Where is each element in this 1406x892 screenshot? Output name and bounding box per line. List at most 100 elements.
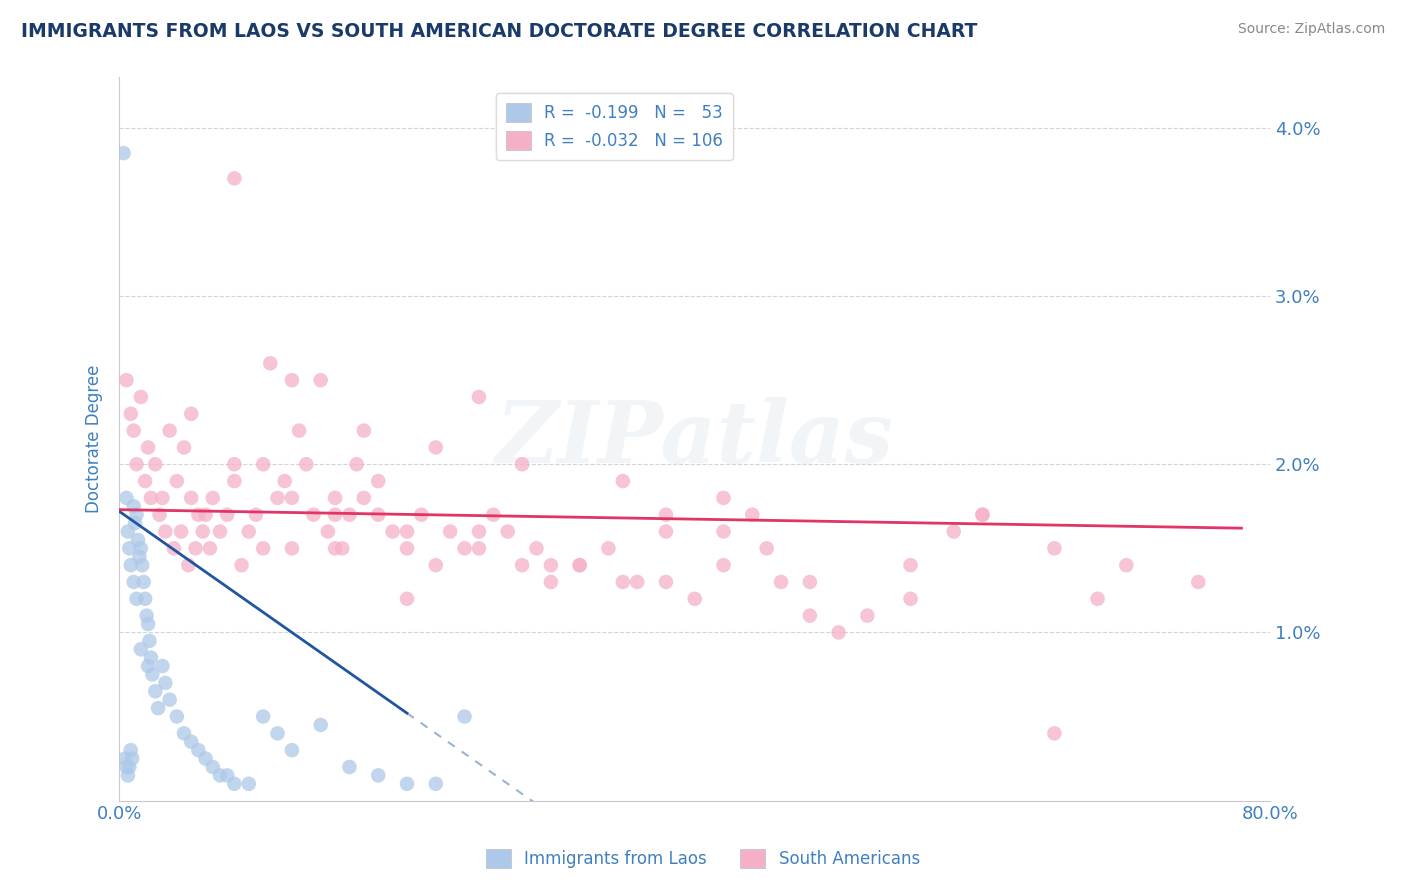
Point (198, 541, 221, 556)
Point (655, 508, 678, 522)
Point (180, 407, 202, 421)
Point (330, 541, 353, 556)
Point (122, 574, 145, 589)
Point (598, 541, 620, 556)
Point (118, 760, 141, 774)
Point (510, 558, 533, 573)
Point (367, 474, 389, 488)
Point (124, 516, 146, 530)
Point (173, 441, 195, 455)
Point (159, 692, 181, 706)
Point (900, 591, 922, 606)
Point (224, 171, 246, 186)
Point (166, 474, 188, 488)
Y-axis label: Doctorate Degree: Doctorate Degree (86, 365, 103, 513)
Point (136, 441, 159, 455)
Point (136, 659, 159, 673)
Point (439, 524, 461, 539)
Point (281, 491, 304, 505)
Point (339, 508, 361, 522)
Point (152, 659, 174, 673)
Point (155, 676, 177, 690)
Point (367, 768, 389, 782)
Point (125, 457, 148, 471)
Point (281, 373, 304, 387)
Text: ZIPatlas: ZIPatlas (496, 397, 894, 481)
Point (231, 558, 253, 573)
Point (163, 541, 186, 556)
Point (266, 726, 288, 740)
Point (395, 541, 418, 556)
Point (201, 760, 224, 774)
Point (152, 491, 174, 505)
Point (194, 508, 217, 522)
Point (166, 709, 188, 723)
Point (713, 524, 735, 539)
Point (125, 591, 148, 606)
Point (1187, 574, 1209, 589)
Point (252, 457, 274, 471)
Point (115, 760, 138, 774)
Point (139, 650, 162, 665)
Point (309, 718, 332, 732)
Point (425, 558, 447, 573)
Point (201, 491, 224, 505)
Point (159, 424, 181, 438)
Point (395, 524, 418, 539)
Point (259, 356, 281, 370)
Point (224, 474, 246, 488)
Point (540, 574, 562, 589)
Point (134, 591, 156, 606)
Point (425, 777, 447, 791)
Point (115, 491, 138, 505)
Point (121, 751, 143, 765)
Point (143, 457, 166, 471)
Point (568, 558, 591, 573)
Point (118, 541, 141, 556)
Point (468, 541, 491, 556)
Point (180, 735, 202, 749)
Point (655, 524, 678, 539)
Point (942, 524, 965, 539)
Point (208, 768, 231, 782)
Legend: R =  -0.199   N =   53, R =  -0.032   N = 106: R = -0.199 N = 53, R = -0.032 N = 106 (495, 93, 733, 160)
Point (395, 777, 418, 791)
Point (128, 549, 150, 564)
Point (146, 701, 169, 715)
Point (139, 491, 162, 505)
Point (799, 574, 821, 589)
Point (208, 524, 231, 539)
Point (411, 508, 433, 522)
Point (1043, 541, 1066, 556)
Point (224, 777, 246, 791)
Point (191, 524, 214, 539)
Text: IMMIGRANTS FROM LAOS VS SOUTH AMERICAN DOCTORATE DEGREE CORRELATION CHART: IMMIGRANTS FROM LAOS VS SOUTH AMERICAN D… (21, 22, 977, 41)
Point (129, 390, 152, 404)
Point (122, 424, 145, 438)
Point (827, 625, 849, 640)
Point (339, 760, 361, 774)
Point (187, 743, 209, 757)
Point (135, 608, 157, 623)
Point (129, 541, 152, 556)
Point (323, 491, 346, 505)
Point (281, 541, 304, 556)
Point (217, 508, 239, 522)
Point (540, 558, 562, 573)
Point (245, 508, 267, 522)
Point (453, 541, 475, 556)
Point (131, 558, 153, 573)
Point (1087, 591, 1109, 606)
Point (117, 768, 139, 782)
Point (173, 726, 195, 740)
Point (353, 491, 375, 505)
Legend: Immigrants from Laos, South Americans: Immigrants from Laos, South Americans (479, 842, 927, 875)
Point (302, 508, 325, 522)
Point (309, 373, 332, 387)
Point (626, 574, 648, 589)
Text: Source: ZipAtlas.com: Source: ZipAtlas.com (1237, 22, 1385, 37)
Point (114, 751, 136, 765)
Point (526, 541, 548, 556)
Point (281, 743, 304, 757)
Point (252, 541, 274, 556)
